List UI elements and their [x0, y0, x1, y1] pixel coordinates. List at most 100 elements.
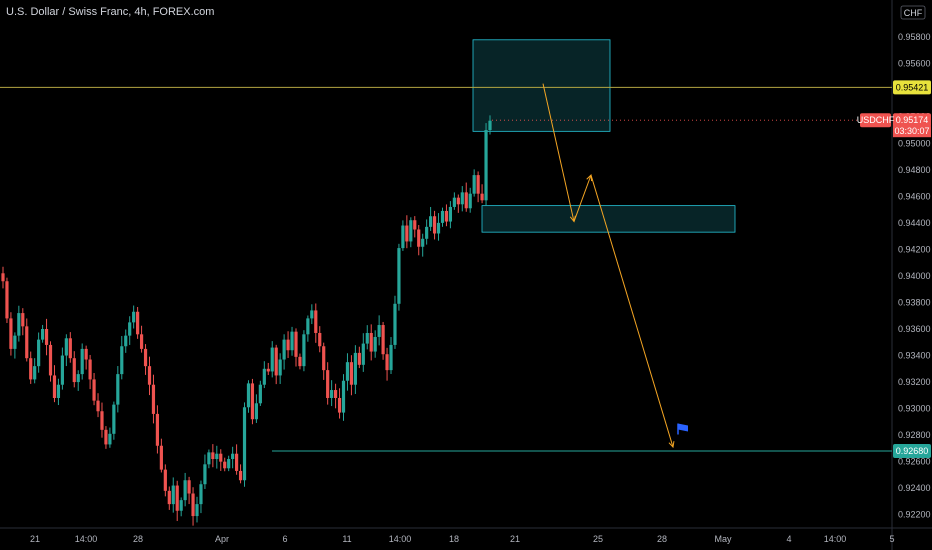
candle-body [227, 459, 231, 469]
flag-icon [678, 423, 688, 432]
symbol-label: USDCHF [857, 115, 895, 125]
candle [425, 219, 429, 245]
candle [341, 374, 346, 421]
candle [199, 480, 203, 514]
candle-body [136, 311, 140, 335]
x-tick-label: 14:00 [824, 534, 847, 544]
arrow-head [668, 441, 675, 449]
current-price-label: 0.95174 [896, 115, 929, 125]
candle [369, 324, 373, 361]
candle-body [25, 326, 29, 359]
candle-body [318, 332, 322, 347]
candle-body [203, 464, 207, 485]
candle-body [413, 220, 417, 230]
candle [361, 333, 365, 372]
candle-body [52, 375, 57, 398]
candle-body [68, 338, 72, 359]
symbol-badge [860, 113, 891, 128]
candle-body [242, 407, 247, 481]
candle [223, 457, 227, 472]
candle [183, 472, 187, 507]
candle-body [472, 175, 476, 194]
candle [56, 378, 61, 406]
candle [349, 355, 354, 396]
candle-body [310, 310, 314, 319]
candle-body [464, 192, 468, 209]
candle [231, 446, 235, 469]
resistance-price-label: 0.95421 [896, 82, 929, 92]
candle [155, 405, 160, 454]
y-tick-label: 0.93000 [898, 404, 931, 414]
candle-body [337, 397, 342, 413]
candle-body [460, 192, 464, 205]
candle-body [456, 197, 460, 205]
chart-title: U.S. Dollar / Swiss Franc, 4h, FOREX.com [6, 6, 215, 18]
candle [124, 329, 128, 353]
candle [132, 305, 136, 329]
candle-body [112, 404, 116, 434]
candle-body [306, 318, 310, 335]
candle [5, 277, 9, 323]
candle-body [207, 452, 211, 465]
x-tick-label: 14:00 [75, 534, 98, 544]
candle-body [345, 362, 350, 381]
candle-body [96, 400, 100, 412]
candle-body [120, 346, 124, 375]
candle [432, 210, 437, 240]
candle-body [444, 210, 449, 222]
countdown-badge [893, 126, 931, 138]
candle-body [80, 348, 84, 375]
candle-body [159, 445, 163, 470]
candle [112, 401, 116, 440]
projection-arrow-segment [542, 83, 575, 222]
candle-body [100, 411, 104, 430]
candle-body [290, 331, 294, 351]
y-tick-label: 0.94800 [898, 165, 931, 175]
candle [40, 324, 45, 343]
candle-body [84, 348, 88, 360]
candle [29, 351, 33, 384]
candle [421, 233, 425, 257]
candle [456, 194, 460, 213]
candle-body [393, 303, 397, 345]
candle [484, 123, 488, 206]
x-tick-label: 25 [593, 534, 603, 544]
candle-body [33, 366, 37, 380]
candle [242, 402, 247, 487]
candle [472, 169, 476, 197]
candle [80, 343, 84, 380]
candle-body [377, 325, 381, 337]
candle [60, 347, 64, 390]
candle-body [326, 370, 330, 398]
candle [235, 444, 239, 475]
candle [175, 480, 179, 522]
candle-body [389, 344, 393, 371]
y-tick-label: 0.93600 [898, 324, 931, 334]
candle [116, 366, 120, 413]
candle-body [468, 193, 472, 209]
candle-body [258, 384, 262, 404]
x-tick-label: 11 [342, 534, 351, 544]
candle-body [294, 331, 298, 357]
x-tick-label: 21 [30, 534, 40, 544]
candle-body [246, 383, 251, 408]
candle-body [29, 358, 33, 380]
candle [44, 318, 49, 356]
candle-body [397, 248, 401, 304]
candle [326, 362, 330, 405]
candle-body [139, 334, 144, 349]
candle-body [266, 368, 270, 372]
candle [330, 380, 334, 407]
candle [128, 316, 132, 345]
candle-body [432, 216, 437, 234]
candle-body [333, 390, 338, 398]
candle [310, 304, 314, 325]
candle [429, 206, 433, 231]
candle-body [274, 347, 278, 376]
projection-arrow-segment [590, 174, 674, 448]
candle [377, 315, 381, 346]
candle [488, 115, 492, 135]
candle-body [171, 485, 175, 505]
candle-body [282, 339, 286, 360]
